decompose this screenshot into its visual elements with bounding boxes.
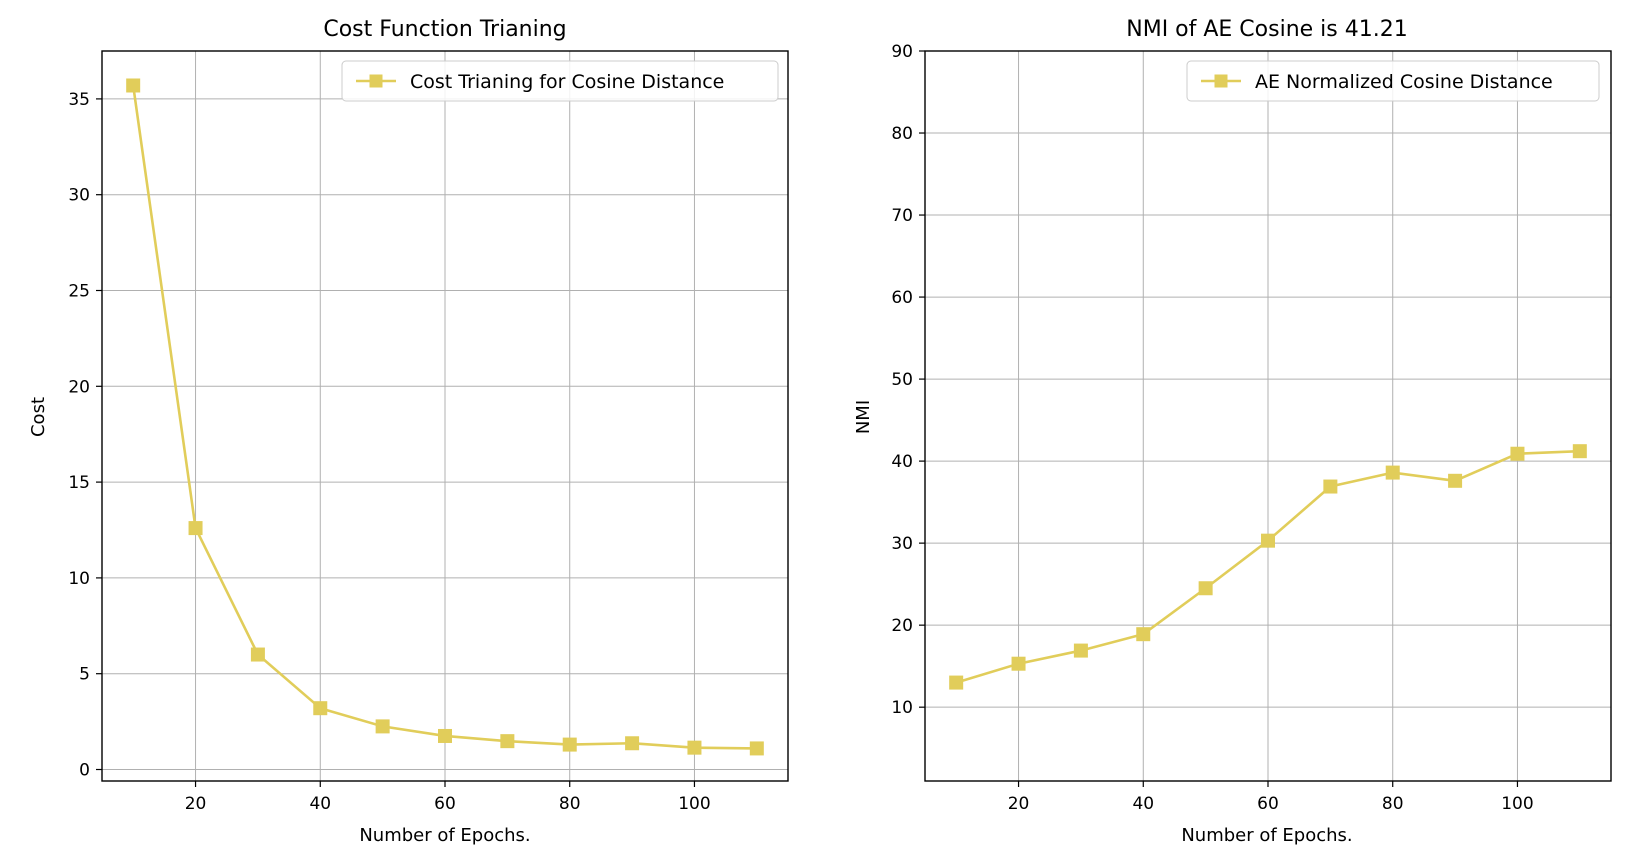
data-point bbox=[1198, 581, 1213, 596]
chart-title: Cost Function Trianing bbox=[323, 17, 566, 42]
legend-box bbox=[341, 60, 779, 102]
data-point bbox=[1261, 533, 1275, 548]
y-tick-label: 20 bbox=[891, 616, 913, 636]
legend-marker bbox=[369, 74, 383, 88]
data-point bbox=[1448, 473, 1463, 488]
data-point bbox=[313, 701, 328, 716]
y-tick-label: 70 bbox=[891, 206, 913, 226]
y-axis-label: NMI bbox=[853, 400, 874, 434]
x-tick-label: 40 bbox=[309, 794, 331, 814]
cost-chart: Cost Function Trianing Number of Epochs.… bbox=[28, 17, 789, 846]
y-tick-label: 25 bbox=[68, 282, 90, 302]
x-tick-label: 80 bbox=[559, 794, 581, 814]
x-tick-label: 60 bbox=[434, 794, 456, 814]
y-tick-label: 0 bbox=[79, 761, 90, 781]
data-point bbox=[188, 521, 203, 536]
x-tick-label: 80 bbox=[1382, 794, 1404, 814]
x-axis-label: Number of Epochs. bbox=[359, 825, 530, 846]
legend-label: AE Normalized Cosine Distance bbox=[1255, 71, 1553, 93]
chart-title: NMI of AE Cosine is 41.21 bbox=[1126, 17, 1407, 42]
data-point bbox=[375, 719, 390, 734]
y-tick-label: 90 bbox=[891, 42, 913, 62]
y-tick-label: 80 bbox=[891, 124, 913, 144]
x-tick-label: 20 bbox=[185, 794, 207, 814]
y-tick-label: 20 bbox=[68, 377, 90, 397]
plot-frame bbox=[924, 50, 1612, 782]
y-tick-label: 35 bbox=[68, 90, 90, 110]
data-point bbox=[625, 736, 640, 751]
nmi-chart: NMI of AE Cosine is 41.21 Number of Epoc… bbox=[853, 17, 1612, 846]
x-tick-label: 20 bbox=[1008, 794, 1030, 814]
legend-label: Cost Trianing for Cosine Distance bbox=[410, 71, 724, 93]
x-axis-label: Number of Epochs. bbox=[1181, 825, 1352, 846]
legend-marker bbox=[1214, 74, 1228, 88]
data-point bbox=[1323, 479, 1338, 494]
y-tick-label: 10 bbox=[68, 569, 90, 589]
data-point bbox=[500, 734, 515, 749]
x-tick-label: 60 bbox=[1257, 794, 1279, 814]
data-point bbox=[1510, 446, 1525, 461]
y-tick-label: 10 bbox=[891, 698, 913, 718]
x-tick-label: 100 bbox=[1501, 794, 1533, 814]
y-tick-label: 30 bbox=[68, 186, 90, 206]
data-point bbox=[126, 78, 141, 93]
y-tick-label: 60 bbox=[891, 288, 913, 308]
legend-box bbox=[1186, 60, 1600, 102]
x-tick-label: 100 bbox=[678, 794, 710, 814]
y-tick-label: 5 bbox=[79, 665, 90, 685]
data-point bbox=[1073, 643, 1088, 658]
y-tick-label: 40 bbox=[891, 452, 913, 472]
data-point bbox=[250, 647, 265, 662]
data-point bbox=[949, 675, 964, 690]
data-point bbox=[1136, 627, 1151, 642]
data-point bbox=[687, 740, 702, 755]
data-point bbox=[438, 728, 452, 743]
data-point bbox=[562, 737, 577, 752]
x-tick-label: 40 bbox=[1132, 794, 1154, 814]
y-tick-label: 50 bbox=[891, 370, 913, 390]
y-axis-label: Cost bbox=[28, 397, 49, 437]
plot-frame bbox=[101, 50, 789, 782]
y-tick-label: 15 bbox=[68, 473, 90, 493]
data-point bbox=[1011, 656, 1026, 671]
data-point bbox=[1572, 444, 1587, 459]
data-point bbox=[749, 741, 764, 756]
data-point bbox=[1385, 465, 1400, 480]
y-tick-label: 30 bbox=[891, 534, 913, 554]
